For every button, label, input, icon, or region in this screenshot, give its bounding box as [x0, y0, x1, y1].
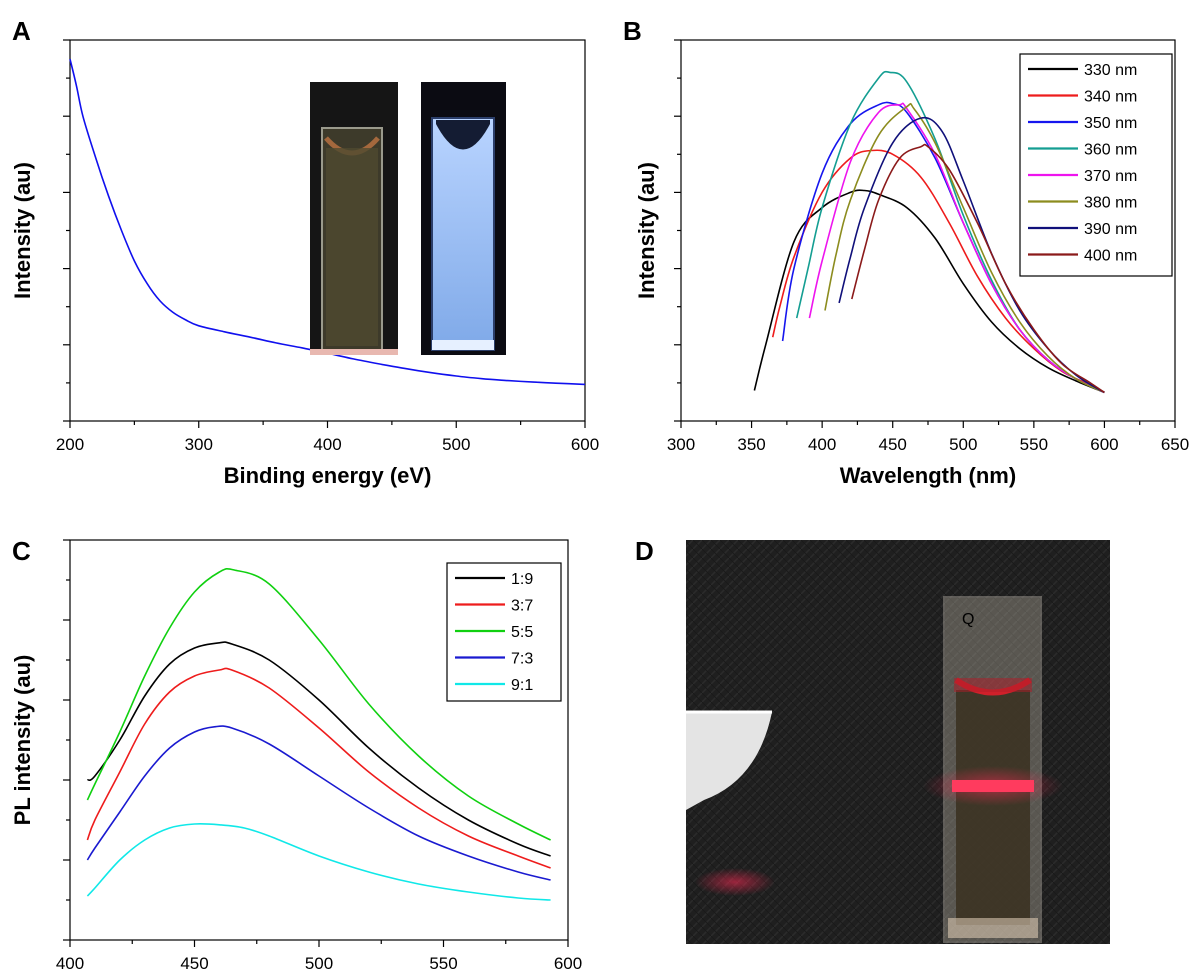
legend-label: 3:7 — [511, 598, 533, 615]
x-tick-label: 400 — [313, 435, 341, 454]
series-line-380-nm — [824, 102, 1105, 394]
x-tick-label: 300 — [667, 435, 695, 454]
panel-b-chart: 300 350 400 450 500 550 600 650 Wavelength (nm) I… — [634, 39, 1189, 488]
x-tick-label: 200 — [56, 435, 84, 454]
x-tick-label: 500 — [949, 435, 977, 454]
x-tick-label: 600 — [1090, 435, 1118, 454]
panel-a-chart: 200 300 400 500 600 Binding energy (eV) Intens… — [10, 39, 599, 488]
cuvette-label: Q — [962, 611, 974, 628]
x-tick-label: 450 — [879, 435, 907, 454]
laser-beam — [952, 780, 1034, 792]
legend-label: 360 nm — [1084, 142, 1137, 159]
inset-photo-daylight-cuvette — [310, 82, 398, 355]
panel-d-letter: D — [635, 536, 654, 566]
legend-label: 340 nm — [1084, 89, 1137, 106]
legend-label: 1:9 — [511, 571, 533, 588]
x-tick-label: 500 — [305, 954, 333, 973]
panel-b-letter: B — [623, 16, 642, 46]
x-tick-label: 350 — [737, 435, 765, 454]
x-tick-label: 500 — [442, 435, 470, 454]
legend-label: 7:3 — [511, 651, 533, 668]
panel-b: B 300 350 400 450 500 550 600 650 Wavelength (nm… — [623, 16, 1189, 488]
white-dish — [686, 712, 772, 810]
x-tick-label: 300 — [185, 435, 213, 454]
legend-label: 9:1 — [511, 677, 533, 694]
y-axis-title: Intensity (au) — [634, 162, 659, 299]
legend-label: 380 nm — [1084, 195, 1137, 212]
y-axis-title: PL intensity (au) — [10, 655, 35, 826]
legend-label: 350 nm — [1084, 115, 1137, 132]
series-line-370-nm — [808, 102, 1105, 394]
x-tick-label: 650 — [1161, 435, 1189, 454]
x-tick-label: 600 — [571, 435, 599, 454]
series-line-9-1 — [86, 823, 551, 901]
panel-a: A 200 300 400 500 600 Binding energy (eV) Inte… — [10, 16, 599, 488]
legend-label: 330 nm — [1084, 62, 1137, 79]
x-tick-label: 600 — [554, 954, 582, 973]
legend: 330 nm 340 nm 350 nm 360 nm 370 nm 380 nm 390 … — [1019, 53, 1173, 277]
legend-box — [1019, 53, 1173, 277]
legend-label: 5:5 — [511, 624, 533, 641]
series-line-400-nm — [851, 143, 1105, 394]
x-axis-title: Wavelength (nm) — [840, 463, 1016, 488]
series-line-1-9 — [87, 641, 551, 857]
panel-d: D Q — [635, 536, 1110, 944]
laser-cuvette-photo: Q — [686, 540, 1110, 944]
inset-photo-uv-cuvette — [421, 82, 506, 355]
series-line-7-3 — [86, 725, 551, 881]
x-tick-label: 400 — [808, 435, 836, 454]
x-tick-label: 400 — [56, 954, 84, 973]
y-axis-title: Intensity (au) — [10, 162, 35, 299]
panel-a-letter: A — [12, 16, 31, 46]
legend-label: 370 nm — [1084, 168, 1137, 185]
x-axis-title: Binding energy (eV) — [224, 463, 432, 488]
legend-label: 400 nm — [1084, 248, 1137, 265]
series-line-330-nm — [753, 189, 1105, 394]
series-line — [69, 58, 586, 386]
series-line-5-5 — [86, 567, 551, 841]
x-tick-label: 550 — [1020, 435, 1048, 454]
legend: 1:9 3:7 5:5 7:3 9:1 — [446, 562, 562, 702]
x-tick-label: 550 — [429, 954, 457, 973]
series-line-3-7 — [86, 667, 551, 869]
panel-c-chart: 400450500550600Wavelength (nm)PL intensi… — [10, 539, 582, 973]
panel-c-letter: C — [12, 536, 31, 566]
legend-label: 390 nm — [1084, 221, 1137, 238]
panel-c: C 400450500550600Wavelength (nm)PL inten… — [10, 536, 582, 973]
x-tick-label: 450 — [180, 954, 208, 973]
